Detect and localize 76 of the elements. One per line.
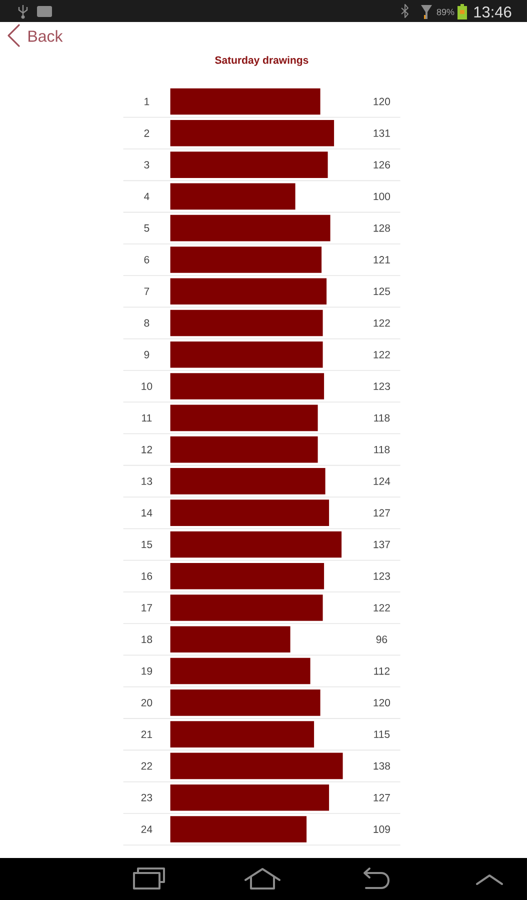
data-label: 137 (374, 540, 390, 548)
bar (170, 341, 323, 368)
data-label: 125 (374, 288, 390, 296)
data-label: 118 (374, 446, 390, 454)
bar (170, 562, 324, 590)
y-tick-label: 15 (142, 540, 152, 548)
bar (170, 816, 307, 842)
y-tick-label: 13 (142, 477, 152, 485)
bar (170, 721, 314, 748)
bar (170, 690, 320, 716)
bar (170, 752, 343, 780)
data-label: 115 (374, 730, 390, 738)
text: 89% (436, 8, 454, 16)
y-tick-label: 4 (144, 192, 150, 200)
data-label: 123 (374, 382, 390, 390)
bar (170, 152, 328, 178)
y-tick-label: 16 (142, 572, 152, 580)
bar (170, 310, 323, 336)
bar (170, 373, 324, 400)
data-label: 138 (374, 762, 390, 770)
y-tick-label: 19 (142, 667, 152, 675)
data-label: 121 (374, 256, 390, 264)
y-tick-label: 3 (144, 161, 150, 169)
y-tick-label: 5 (144, 224, 150, 232)
data-label: 122 (374, 319, 390, 327)
data-label: 127 (374, 794, 390, 802)
bar (170, 784, 330, 811)
y-tick-label: 7 (144, 288, 150, 295)
y-tick-label: 1 (144, 98, 150, 106)
text: 13:46 (474, 6, 512, 18)
bar (170, 594, 323, 621)
y-tick-label: 21 (141, 730, 152, 738)
data-label: 126 (374, 161, 390, 169)
data-label: 96 (376, 636, 388, 644)
y-tick-label: 18 (142, 636, 152, 644)
bar (170, 531, 342, 558)
data-label: 131 (374, 129, 390, 137)
data-label: 100 (374, 192, 390, 200)
bar (170, 468, 326, 494)
bar (170, 120, 334, 146)
bar (170, 500, 330, 526)
data-label: 124 (374, 478, 390, 485)
y-tick-label: 2 (144, 130, 150, 137)
chart-title: Saturday drawings (215, 56, 308, 66)
text: Back (28, 30, 63, 42)
data-label: 123 (374, 572, 390, 580)
data-label: 120 (374, 98, 390, 106)
y-tick-label: 10 (142, 382, 152, 390)
data-label: 122 (374, 604, 390, 612)
data-label: 122 (374, 350, 390, 358)
bar (170, 658, 310, 684)
y-tick-label: 9 (144, 350, 150, 358)
bar (170, 278, 327, 305)
y-tick-label: 11 (142, 414, 152, 422)
bar (170, 88, 320, 115)
bar (170, 246, 322, 273)
data-label: 120 (374, 698, 390, 706)
data-label: 109 (374, 826, 390, 833)
bar (170, 183, 296, 210)
y-tick-label: 22 (141, 762, 152, 770)
bar (170, 626, 290, 653)
bar (170, 404, 318, 432)
data-label: 112 (374, 667, 390, 675)
y-tick-label: 23 (141, 794, 152, 802)
y-tick-label: 20 (141, 698, 152, 706)
bar (170, 214, 330, 242)
y-tick-label: 14 (142, 509, 152, 516)
data-label: 118 (374, 414, 390, 422)
y-tick-label: 8 (144, 319, 150, 327)
y-tick-label: 6 (144, 256, 150, 264)
y-tick-label: 17 (142, 604, 152, 612)
data-label: 128 (374, 224, 390, 232)
y-tick-label: 24 (141, 826, 152, 833)
data-label: 127 (374, 509, 390, 516)
bar (170, 436, 318, 463)
y-tick-label: 12 (142, 446, 152, 454)
